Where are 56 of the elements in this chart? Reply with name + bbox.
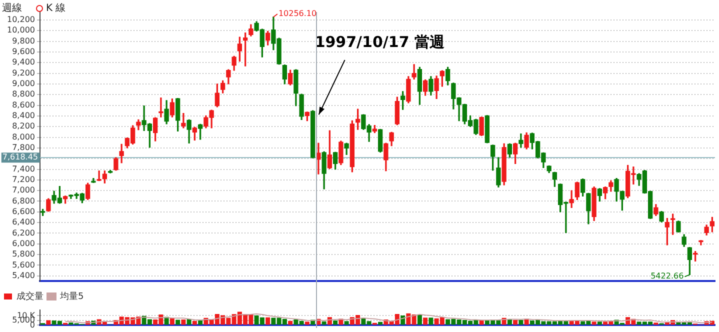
annotation: 1997/10/17 當週 <box>314 33 446 51</box>
y-tick-label: 9,000 <box>12 79 35 88</box>
annotation: 10256.10 <box>278 9 317 18</box>
bar <box>417 314 422 325</box>
bar <box>304 322 310 325</box>
candlestick <box>158 97 164 118</box>
y-tick-label: 10,200 <box>7 15 35 24</box>
candlestick <box>698 240 704 246</box>
bar <box>479 320 484 325</box>
y-tick-label: 8,600 <box>12 100 35 110</box>
candlestick <box>96 170 102 182</box>
legend-label: 均量5 <box>59 290 84 302</box>
y-tick-label: 5,400 <box>12 270 35 280</box>
bar <box>428 318 434 325</box>
y-tick-label: 7,400 <box>12 164 35 174</box>
y-tick-label: 6,600 <box>12 206 35 216</box>
y-tick-label: 8,800 <box>12 90 35 99</box>
bar <box>597 322 602 325</box>
y-tick-label: 7,200 <box>12 174 35 184</box>
y-tick-label: 8,000 <box>12 132 35 142</box>
bar <box>322 321 326 325</box>
y-tick-label: 10,000 <box>7 26 35 35</box>
bar <box>288 320 293 325</box>
y-tick-label: 9,800 <box>12 36 35 46</box>
bar <box>333 320 338 325</box>
y-tick-label: 8,200 <box>12 122 35 131</box>
bar <box>176 320 180 325</box>
y-tick-label: 9,400 <box>12 58 35 67</box>
y-tick-label: 5,600 <box>12 260 35 270</box>
bar <box>192 320 197 325</box>
bar <box>181 320 186 325</box>
y-tick-label: 6,800 <box>12 196 35 206</box>
ref-line-label: 7,618.45 <box>2 152 38 162</box>
legend-label: K 線 <box>46 2 66 15</box>
y-tick-label: 8,400 <box>12 111 35 120</box>
bar <box>198 320 203 325</box>
bar <box>513 320 518 325</box>
y-tick-label: 7,800 <box>12 143 35 152</box>
bar <box>423 318 428 325</box>
legend-label: 成交量 <box>16 290 44 302</box>
chart-title: 週線 <box>2 2 22 15</box>
bar <box>266 317 270 325</box>
candlestick <box>181 112 186 128</box>
bar <box>46 320 51 325</box>
y-tick-label: 6,400 <box>12 218 35 227</box>
y-tick-label: 7,000 <box>12 186 35 195</box>
bar <box>518 320 524 325</box>
y-tick-label: 9,200 <box>12 68 35 78</box>
y-tick-label: 6,200 <box>12 228 35 238</box>
annotation: 5422.66 <box>650 272 684 281</box>
bar <box>592 322 596 325</box>
y-tick-label: 9,600 <box>12 47 35 56</box>
bar <box>344 321 349 325</box>
candlestick <box>569 190 574 208</box>
y-tick-label: 6,000 <box>12 238 35 248</box>
y-tick-label: 5,800 <box>12 250 35 259</box>
